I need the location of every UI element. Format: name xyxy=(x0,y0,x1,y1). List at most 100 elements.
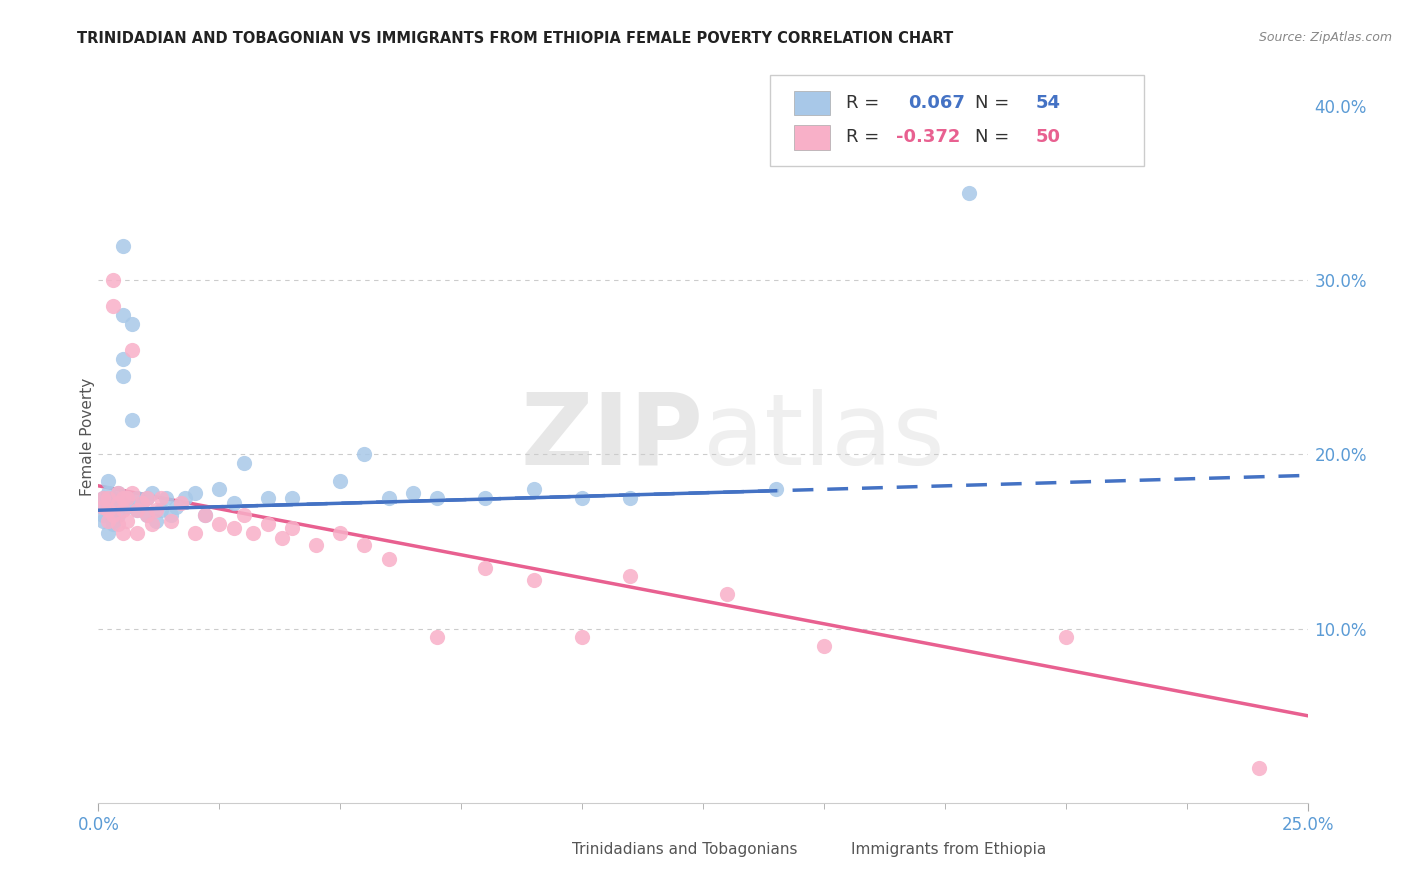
Point xyxy=(121,485,143,500)
FancyBboxPatch shape xyxy=(794,126,830,150)
Text: ZIP: ZIP xyxy=(520,389,703,485)
Point xyxy=(117,491,139,505)
Text: N =: N = xyxy=(976,94,1015,112)
Point xyxy=(111,503,134,517)
Point xyxy=(135,508,157,523)
Point xyxy=(232,456,254,470)
Point xyxy=(957,186,980,201)
Point xyxy=(208,483,231,497)
Text: -0.372: -0.372 xyxy=(897,128,960,146)
Text: 50: 50 xyxy=(1035,128,1060,146)
Text: TRINIDADIAN AND TOBAGONIAN VS IMMIGRANTS FROM ETHIOPIA FEMALE POVERTY CORRELATIO: TRINIDADIAN AND TOBAGONIAN VS IMMIGRANTS… xyxy=(77,31,953,46)
Point xyxy=(91,508,114,523)
Point xyxy=(101,514,124,528)
Point xyxy=(121,343,143,357)
Point xyxy=(127,525,149,540)
Point xyxy=(135,508,157,523)
Point xyxy=(353,538,375,552)
Point xyxy=(242,525,264,540)
Point xyxy=(107,496,129,510)
Point xyxy=(194,508,217,523)
Point xyxy=(169,496,191,510)
Point xyxy=(571,491,593,505)
Point xyxy=(91,491,114,505)
Point xyxy=(765,483,787,497)
Point xyxy=(523,573,546,587)
Point xyxy=(329,525,352,540)
Point xyxy=(256,517,278,532)
Text: Trinidadians and Tobagonians: Trinidadians and Tobagonians xyxy=(572,842,799,857)
Point xyxy=(121,412,143,426)
Point xyxy=(101,300,124,314)
Y-axis label: Female Poverty: Female Poverty xyxy=(80,378,94,496)
Point xyxy=(377,491,399,505)
Point xyxy=(101,508,124,523)
Point xyxy=(111,369,134,384)
Point xyxy=(97,474,120,488)
Text: 54: 54 xyxy=(1035,94,1060,112)
Point xyxy=(117,500,139,514)
Point xyxy=(135,491,157,505)
Point xyxy=(97,525,120,540)
Point xyxy=(107,485,129,500)
Point xyxy=(194,508,217,523)
Point xyxy=(91,500,114,514)
Point xyxy=(377,552,399,566)
FancyBboxPatch shape xyxy=(534,841,564,858)
Point xyxy=(111,351,134,366)
Point xyxy=(141,485,163,500)
Point xyxy=(117,491,139,505)
Point xyxy=(353,448,375,462)
Point xyxy=(571,631,593,645)
Point xyxy=(1249,761,1271,775)
Point xyxy=(97,485,120,500)
Point xyxy=(127,503,149,517)
Text: N =: N = xyxy=(976,128,1015,146)
Point xyxy=(145,503,167,517)
Point xyxy=(91,491,114,505)
Point xyxy=(107,496,129,510)
Point xyxy=(121,317,143,331)
Point xyxy=(222,521,245,535)
Point xyxy=(160,508,183,523)
Point xyxy=(107,508,129,523)
Point xyxy=(256,491,278,505)
Point xyxy=(150,491,173,505)
Point xyxy=(101,517,124,532)
Point xyxy=(426,631,449,645)
Point xyxy=(402,485,425,500)
Point xyxy=(150,503,173,517)
Point xyxy=(101,491,124,505)
Point xyxy=(426,491,449,505)
Point xyxy=(107,485,129,500)
Point xyxy=(184,485,207,500)
Text: Immigrants from Ethiopia: Immigrants from Ethiopia xyxy=(851,842,1046,857)
Point xyxy=(813,639,835,653)
Point xyxy=(97,503,120,517)
Point xyxy=(127,491,149,505)
Point xyxy=(97,496,120,510)
Point xyxy=(208,517,231,532)
FancyBboxPatch shape xyxy=(811,841,842,858)
Point xyxy=(281,491,304,505)
Point xyxy=(619,569,641,583)
Point xyxy=(97,514,120,528)
Text: atlas: atlas xyxy=(703,389,945,485)
Point xyxy=(91,500,114,514)
Point xyxy=(474,491,496,505)
FancyBboxPatch shape xyxy=(794,91,830,115)
Point xyxy=(523,483,546,497)
FancyBboxPatch shape xyxy=(769,75,1144,167)
Point xyxy=(111,525,134,540)
Point xyxy=(155,491,177,505)
Text: R =: R = xyxy=(845,94,884,112)
Point xyxy=(271,531,294,545)
Point xyxy=(127,503,149,517)
Point xyxy=(101,273,124,287)
Text: 0.067: 0.067 xyxy=(908,94,966,112)
Point xyxy=(474,560,496,574)
Point xyxy=(329,474,352,488)
Point xyxy=(97,503,120,517)
Point xyxy=(281,521,304,535)
Point xyxy=(141,517,163,532)
